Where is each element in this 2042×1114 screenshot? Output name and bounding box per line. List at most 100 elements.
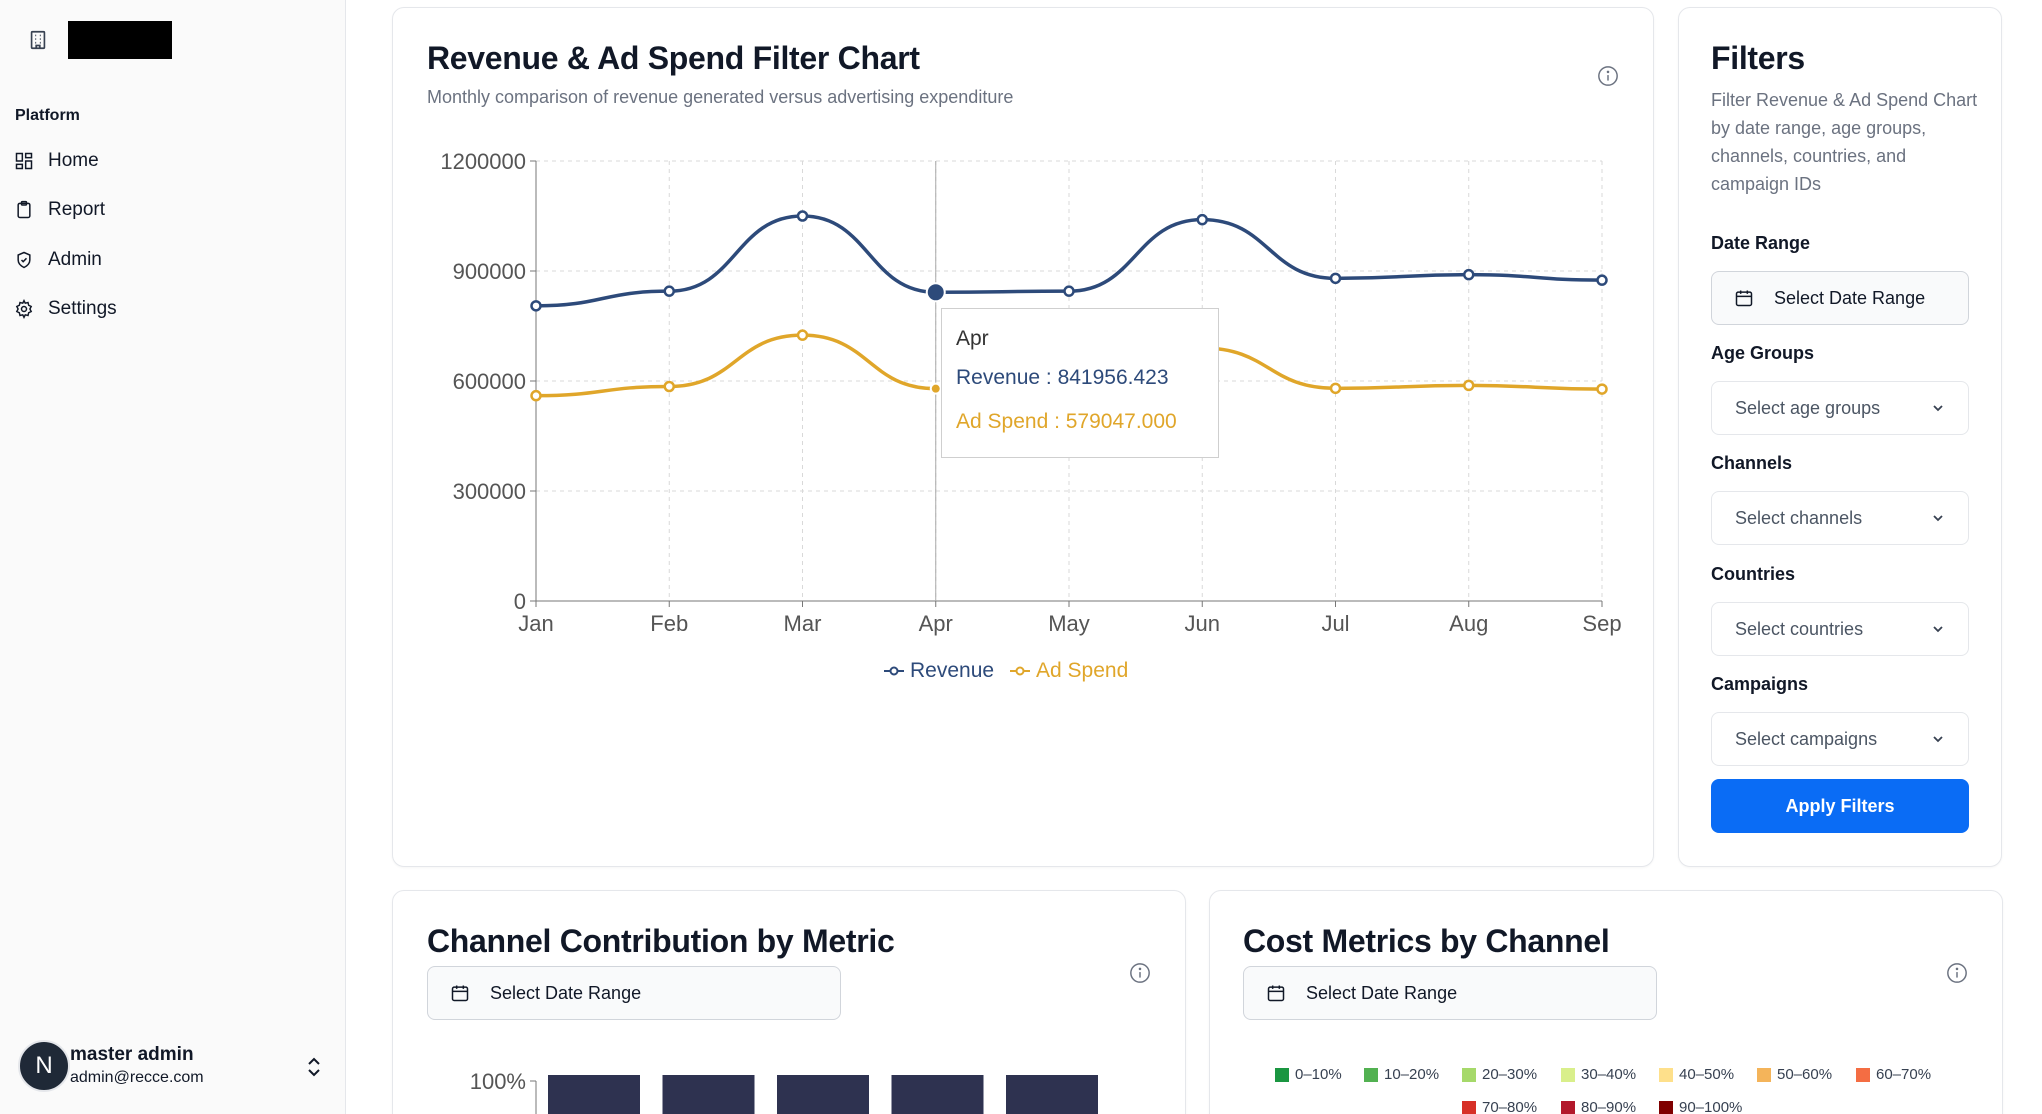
date-range-label: Date Range [1711,233,1811,253]
tooltip-label: Apr [956,327,989,350]
data-point [796,329,809,341]
legend-swatch [1364,1067,1378,1082]
chart-subtitle: Monthly comparison of revenue generated … [427,87,1014,107]
countries-select[interactable]: Select countries [1711,602,1969,656]
tooltip-revenue: Revenue : 841956.423 [956,366,1169,389]
calendar-icon [1267,985,1285,1002]
heatmap-legend-item: 40–50% [1659,1066,1734,1083]
date-range-value: Select Date Range [1774,287,1926,308]
legend-label: Ad Spend [1036,659,1129,682]
legend-label: 90–100% [1679,1099,1743,1114]
x-tick-label: May [1048,611,1090,636]
legend-label: 70–80% [1482,1099,1538,1114]
chevron-down-icon [1933,405,1943,412]
sidebar-item-home[interactable]: Home [14,143,334,179]
legend-line-icon [884,666,904,676]
sidebar-item-report[interactable]: Report [14,192,334,228]
chevron-down-icon [1933,626,1943,633]
data-point-active [929,382,942,395]
cost-metrics-card: Cost Metrics by Channel Select Date Rang… [1209,890,2003,1114]
x-tick-label: Feb [650,611,688,636]
chart-tooltip: Apr Revenue : 841956.423 Ad Spend : 5790… [941,308,1219,458]
shield-icon [17,251,31,269]
cost-date-range-picker[interactable]: Select Date Range [1243,966,1657,1020]
stacked-bar-segment [1006,1075,1098,1114]
stacked-bar-segment [777,1075,869,1114]
dashboard-icon [15,152,33,170]
legend-label: 10–20% [1384,1066,1440,1083]
heatmap-legend-item: 50–60% [1757,1066,1832,1083]
y-tick-label: 300000 [453,479,526,504]
cost-date-value: Select Date Range [1306,982,1458,1003]
data-point [1596,274,1608,286]
chart-title: Revenue & Ad Spend Filter Chart [427,40,920,76]
heatmap-legend-item: 20–30% [1462,1066,1537,1083]
campaigns-value: Select campaigns [1735,728,1878,749]
y-tick-label: 900000 [453,259,526,284]
sidebar-item-admin[interactable]: Admin [14,242,334,278]
x-tick-label: Jan [518,611,553,636]
channels-value: Select channels [1735,507,1863,528]
chevron-down-icon [1933,736,1943,743]
legend-swatch [1659,1067,1673,1082]
stacked-bar-segment [662,1075,755,1114]
data-point [1463,379,1475,392]
user-name: master admin [70,1044,194,1065]
legend-revenue[interactable]: Revenue [884,659,994,683]
user-menu[interactable]: N master admin admin@recce.com [18,1040,338,1094]
sidebar: Platform Home Report Admin Settings N ma… [0,0,346,1114]
building-icon [30,30,46,50]
calendar-icon [1735,290,1753,307]
data-point [663,285,675,297]
stacked-bar-segment [891,1075,984,1114]
channel-date-range-picker[interactable]: Select Date Range [427,966,841,1020]
legend-label: Revenue [910,659,995,682]
heatmap-legend-item: 70–80% [1462,1099,1537,1114]
legend-swatch [1757,1067,1771,1082]
chevron-down-icon [1933,515,1943,522]
legend-swatch [1659,1100,1673,1114]
legend-swatch [1856,1067,1870,1082]
sidebar-item-label: Report [48,199,106,220]
channel-contribution-bar-chart: 100% [470,1069,1098,1114]
brand-logo[interactable] [68,21,172,59]
legend-label: 40–50% [1679,1066,1735,1083]
info-icon[interactable] [1946,962,1968,984]
heatmap-legend-item: 80–90% [1561,1099,1636,1114]
channels-select[interactable]: Select channels [1711,491,1969,545]
age-groups-select[interactable]: Select age groups [1711,381,1969,435]
tooltip-adspend: Ad Spend : 579047.000 [956,410,1177,433]
x-tick-label: Jun [1185,611,1220,636]
legend-swatch [1462,1067,1476,1082]
info-icon[interactable] [1129,962,1151,984]
x-tick-label: Sep [1582,611,1621,636]
age-groups-label: Age Groups [1711,343,1815,363]
data-point [1196,213,1208,226]
channel-date-value: Select Date Range [490,982,642,1003]
legend-line-icon [1010,666,1030,676]
data-point [530,389,542,402]
calendar-icon [451,985,469,1002]
y-tick-label: 600000 [453,369,526,394]
legend-adspend[interactable]: Ad Spend [1010,659,1128,683]
heatmap-legend-item: 90–100% [1659,1099,1742,1114]
data-point [1596,383,1608,395]
apply-filters-button[interactable]: Apply Filters [1711,779,1969,833]
sidebar-item-settings[interactable]: Settings [14,291,334,327]
avatar: N [18,1040,70,1092]
chevron-up-down-icon[interactable] [304,1056,324,1078]
heatmap-legend-item: 10–20% [1364,1066,1439,1083]
y-tick-label: 0 [514,589,526,614]
heatmap-legend-item: 30–40% [1561,1066,1636,1083]
x-tick-label: Apr [919,611,953,636]
date-range-picker[interactable]: Select Date Range [1711,271,1969,325]
sidebar-section-label: Platform [15,107,80,124]
campaigns-select[interactable]: Select campaigns [1711,712,1969,766]
legend-label: 0–10% [1295,1066,1342,1083]
data-point [1329,382,1342,395]
info-icon[interactable] [1597,65,1619,87]
data-point [1463,268,1475,281]
legend-label: 50–60% [1777,1066,1833,1083]
y-tick-label: 1200000 [440,149,526,174]
filters-title: Filters [1711,40,1805,76]
